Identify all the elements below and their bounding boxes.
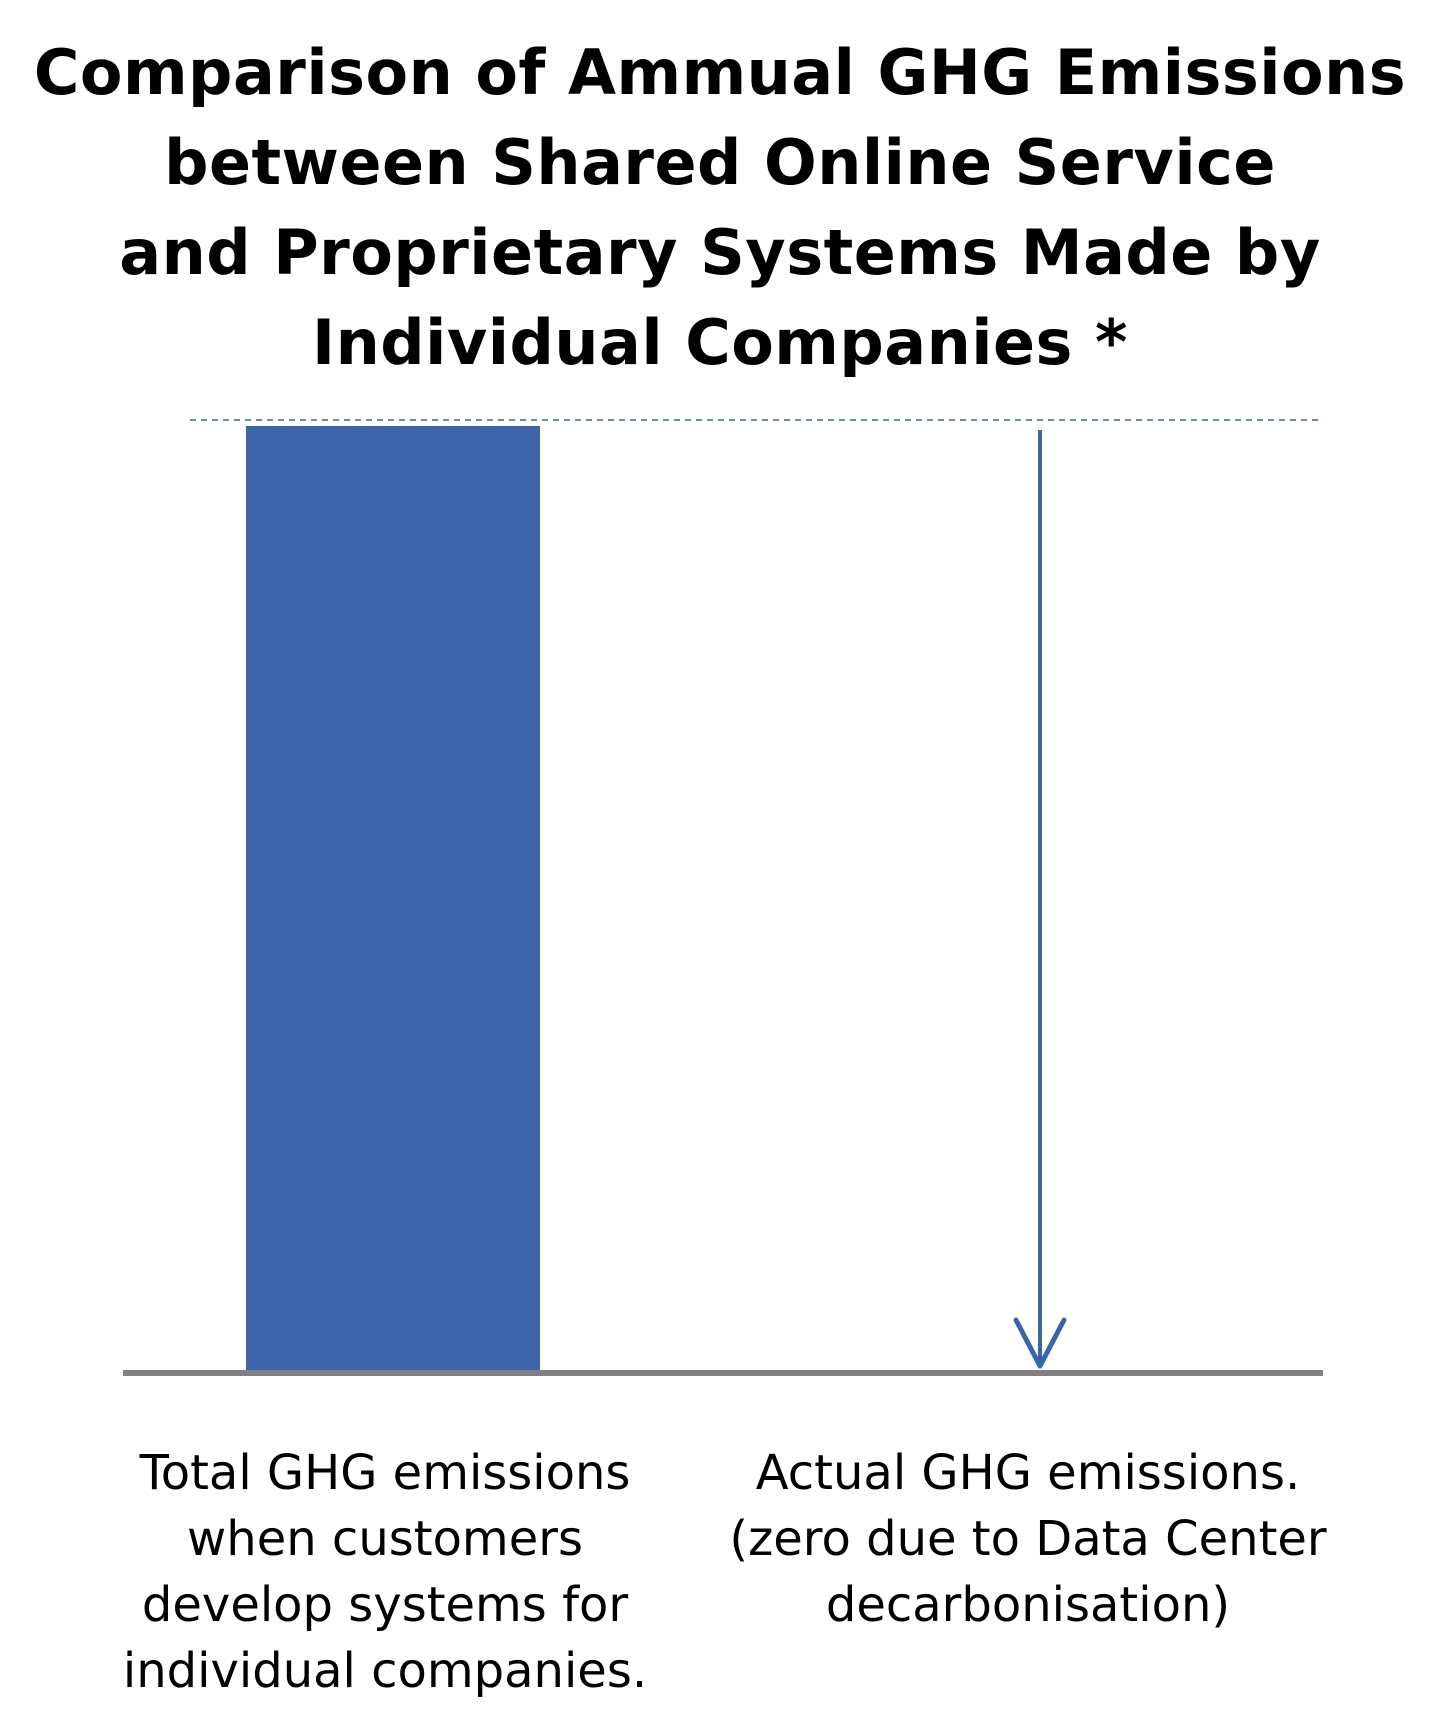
category-label-actual: Actual GHG emissions. (zero due to Data … bbox=[718, 1440, 1338, 1638]
category-label-line: develop systems for bbox=[141, 1577, 629, 1633]
chart-title-line: and Proprietary Systems Made by bbox=[119, 216, 1321, 289]
category-label-line: Actual GHG emissions. bbox=[755, 1445, 1301, 1501]
category-label-total: Total GHG emissions when customers devel… bbox=[75, 1440, 695, 1704]
reduction-arrow-head-icon bbox=[1013, 1317, 1067, 1369]
chart-title-line: Comparison of Ammual GHG Emissions bbox=[33, 36, 1407, 109]
category-label-line: when customers bbox=[187, 1511, 583, 1567]
bar-total-ghg-emissions bbox=[246, 426, 540, 1370]
category-label-line: Total GHG emissions bbox=[139, 1445, 631, 1501]
chart-title-line: Individual Companies * bbox=[312, 306, 1128, 379]
category-label-line: (zero due to Data Center bbox=[729, 1511, 1327, 1567]
category-label-line: decarbonisation) bbox=[825, 1577, 1231, 1633]
chart-title-line: between Shared Online Service bbox=[164, 126, 1276, 199]
chart-title: Comparison of Ammual GHG Emissions betwe… bbox=[0, 28, 1440, 388]
category-label-line: individual companies. bbox=[122, 1643, 648, 1699]
